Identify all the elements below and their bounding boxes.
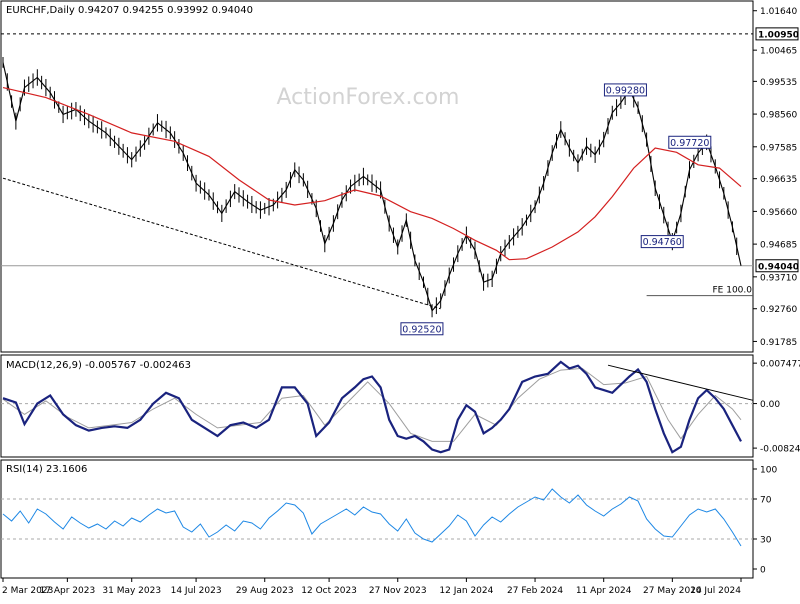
price-y-tick-label: 0.96635 [760,175,797,185]
watermark-text: ActionForex.com [277,85,460,110]
rsi-y-tick-label: 100 [760,466,777,476]
resistance-price-label-box [755,27,799,41]
price-y-tick-label: 0.93710 [760,273,797,283]
price-y-tick-label: 0.92760 [760,305,797,315]
annotation-label: 0.97720 [670,138,709,149]
macd-y-tick-label: 0.007477 [760,360,800,370]
macd-y-tick-label: 0.00 [760,400,780,410]
symbol-title: EURCHF,Daily [6,5,75,16]
rsi-panel: 100 70 30 0 [1,466,777,576]
macd-y-tick-label: -0.00824 [760,445,800,455]
annotation-box [668,135,712,149]
macd-panel: 0.007477 0.00 -0.00824 [1,360,800,455]
ohlc-close: 0.94040 [212,5,253,16]
macd-line [2,360,742,454]
price-panel-frame [0,0,754,353]
x-tick-label: 2 Mar 2023 [2,586,53,596]
price-y-tick-label: 1.00465 [760,47,797,57]
annotation-box [400,322,444,336]
price-panel-title: EURCHF,Daily 0.94207 0.94255 0.93992 0.9… [6,5,253,16]
last-price-label-box [755,259,799,273]
annotation-box [603,83,647,97]
price-y-tick-label: 0.95660 [760,208,797,218]
price-trendline [2,177,441,310]
x-tick-label: 14 Jul 2023 [171,586,222,596]
macd-trendline [607,364,754,401]
x-tick-label: 10 Jul 2024 [690,586,741,596]
x-tick-label: 27 Nov 2023 [369,586,427,596]
annotation-box [640,235,684,249]
rsi-line [2,488,742,547]
x-tick-label: 27 Feb 2024 [507,586,563,596]
annotation-label: 0.94760 [643,237,682,248]
x-tick-label: 31 May 2023 [102,586,161,596]
resistance-price-label: 1.00950 [758,30,799,40]
price-y-tick-label: 0.99535 [760,78,797,88]
price-y-tick-label: 0.91785 [760,338,797,348]
price-panel: FE 100.0 0.99280 0.97720 0.94760 0.92520 1.01… [1,7,799,348]
rsi-y-tick-label: 30 [760,536,772,546]
moving-average-line [2,87,742,261]
ohlc-high: 0.94255 [123,5,164,16]
price-y-tick-label: 0.98560 [760,111,797,121]
ohlc-low: 0.93992 [167,5,208,16]
x-tick-label: 11 Apr 2024 [576,586,632,596]
price-y-tick-label: 0.94685 [760,241,797,251]
x-tick-label: 29 Aug 2023 [236,586,294,596]
rsi-y-tick-label: 0 [760,566,766,576]
x-tick-label: 27 May 2024 [643,586,702,596]
price-y-tick-label: 0.97585 [760,143,797,153]
rsi-panel-frame [0,459,754,579]
annotation-label: 0.99280 [606,85,645,96]
ohlc-open: 0.94207 [78,5,119,16]
rsi-panel-title: RSI(14) 23.1606 [6,464,87,475]
fe-100-label: FE 100.0 [713,286,753,296]
price-y-tick-label: 1.01640 [760,7,797,17]
macd-signal-line [2,367,742,442]
x-tick-label: 17 Apr 2023 [40,586,96,596]
x-tick-label: 12 Oct 2023 [301,586,357,596]
last-price-label: 0.94040 [758,262,799,272]
macd-panel-frame [0,354,754,458]
x-tick-label: 12 Jan 2024 [439,586,493,596]
annotation-label: 0.92520 [402,324,441,335]
rsi-y-tick-label: 70 [760,496,772,506]
macd-panel-title: MACD(12,26,9) -0.005767 -0.002463 [6,360,191,371]
